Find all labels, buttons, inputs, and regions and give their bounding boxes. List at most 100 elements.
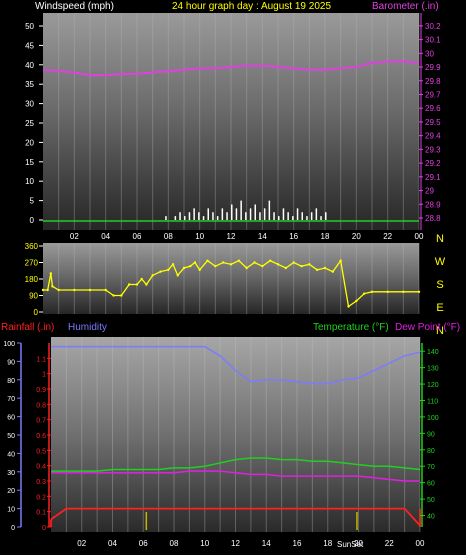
wind-tick-label: 45 xyxy=(25,41,34,50)
wind-direction-point xyxy=(140,277,143,281)
wind-direction-point xyxy=(193,261,197,264)
barometer-tick-label: 29.5 xyxy=(425,118,441,127)
barometer-tick-label: 29.8 xyxy=(425,77,441,86)
wind-bar xyxy=(296,208,299,220)
compass-letter: S xyxy=(436,279,443,291)
wind-bar xyxy=(235,208,238,220)
wind-direction-point xyxy=(57,288,60,292)
wind-direction-point xyxy=(229,263,233,266)
wind-bar xyxy=(301,212,303,220)
wind-barometer-grid xyxy=(58,13,420,230)
wind-direction-point xyxy=(46,288,49,292)
wind-direction-point xyxy=(347,305,350,308)
wind-bar xyxy=(282,208,285,220)
x-tick-label: 00 xyxy=(415,232,424,241)
rainfall-axis-label: Rainfall (.in) xyxy=(1,322,54,333)
humidity-tick-label: 40 xyxy=(7,451,15,458)
wind-bar xyxy=(273,212,275,220)
barometer-tick-label: 29 xyxy=(425,187,434,196)
wind-bar xyxy=(179,212,181,220)
wind-barometer-marks xyxy=(42,60,420,222)
barometer-line xyxy=(42,60,420,77)
wind-bar xyxy=(310,212,313,220)
humidity-tick-label: 80 xyxy=(7,378,15,385)
wind-bar xyxy=(226,212,228,220)
wind-bar xyxy=(287,212,289,220)
x-tick-label: 06 xyxy=(139,539,148,548)
wind-bar xyxy=(212,212,214,220)
wind-direction-point xyxy=(245,266,248,270)
wind-direction-point xyxy=(292,261,295,264)
direction-tick-label: 0 xyxy=(34,308,39,317)
x-tick-label: 22 xyxy=(385,539,394,548)
barometer-tick-label: 30.1 xyxy=(425,36,441,45)
wind-direction-point xyxy=(323,266,327,270)
wind-tick-label: 35 xyxy=(25,80,34,89)
barometer-tick-label: 29.7 xyxy=(425,90,441,99)
wind-bar xyxy=(315,208,318,220)
wind-direction-point xyxy=(417,290,421,294)
temperature-tick-label: 70 xyxy=(427,464,435,471)
wind-direction-point xyxy=(120,294,123,297)
rain-tick-label: 0.9 xyxy=(36,387,46,394)
barometer-tick-label: 29.9 xyxy=(425,63,441,72)
humidity-tick-label: 70 xyxy=(7,396,15,403)
wind-bar xyxy=(207,208,209,220)
wind-barometer-axes: 0 5 10 15 20 25 30 35 40 45 50 28.8 28.9 29 29.1 29.2 29… xyxy=(25,13,441,241)
x-tick-label: 12 xyxy=(231,539,240,548)
rain-humidity-temp-panel xyxy=(51,337,420,532)
x-tick-label: 18 xyxy=(323,539,332,548)
rain-tick-label: 0.1 xyxy=(36,510,46,517)
wind-direction-point xyxy=(135,283,139,286)
wind-direction-point xyxy=(112,294,115,297)
wind-tick-label: 20 xyxy=(25,138,34,147)
humidity-tick-label: 60 xyxy=(7,415,15,422)
wind-bar xyxy=(240,200,242,220)
wind-direction-point xyxy=(189,264,192,268)
wind-direction-point xyxy=(268,259,272,262)
wind-tick-label: 40 xyxy=(25,61,34,70)
dewpoint-axis-label: Dew Point (°F) xyxy=(395,322,460,333)
wind-bar xyxy=(249,208,252,220)
x-tick-label: 10 xyxy=(200,539,209,548)
x-tick-label: 18 xyxy=(321,232,330,241)
x-tick-label: 20 xyxy=(352,232,361,241)
temperature-tick-label: 100 xyxy=(427,415,439,422)
wind-bar xyxy=(278,216,280,220)
wind-bar xyxy=(231,204,233,220)
wind-bar xyxy=(198,212,200,220)
wind-direction-point xyxy=(261,264,264,268)
chart-title: 24 hour graph day : August 19 2025 xyxy=(172,1,331,12)
x-tick-label: 10 xyxy=(195,232,204,241)
wind-direction-point xyxy=(167,268,170,272)
wind-direction-point xyxy=(88,288,92,292)
wind-direction-point xyxy=(331,270,335,273)
wind-tick-label: 50 xyxy=(25,22,34,31)
wind-bar xyxy=(254,204,256,220)
x-tick-label: 02 xyxy=(70,232,79,241)
x-tick-label: 12 xyxy=(227,232,236,241)
humidity-tick-label: 90 xyxy=(7,359,15,366)
rain-humidity-temp-grid xyxy=(65,337,421,532)
wind-direction-point xyxy=(362,292,366,295)
wind-direction-point xyxy=(300,264,303,268)
temperature-tick-label: 60 xyxy=(427,481,435,488)
rain-tick-label: 0.6 xyxy=(36,433,46,440)
barometer-tick-label: 29.3 xyxy=(425,145,441,154)
x-tick-label: 22 xyxy=(383,232,392,241)
barometer-tick-label: 29.2 xyxy=(425,159,441,168)
wind-direction-point xyxy=(221,261,225,264)
wind-bar xyxy=(268,200,271,220)
wind-bar xyxy=(263,208,266,220)
humidity-tick-label: 50 xyxy=(7,433,15,440)
barometer-tick-label: 28.8 xyxy=(425,214,441,223)
x-tick-label: 04 xyxy=(101,232,110,241)
wind-direction-point xyxy=(104,288,107,292)
wind-direction-point xyxy=(73,288,76,292)
wind-bar xyxy=(165,216,167,220)
temperature-tick-label: 140 xyxy=(427,349,439,356)
temperature-tick-label: 110 xyxy=(427,399,438,406)
windspeed-axis-label: Windspeed (mph) xyxy=(35,1,114,12)
humidity-axis-label: Humidity xyxy=(68,322,107,333)
